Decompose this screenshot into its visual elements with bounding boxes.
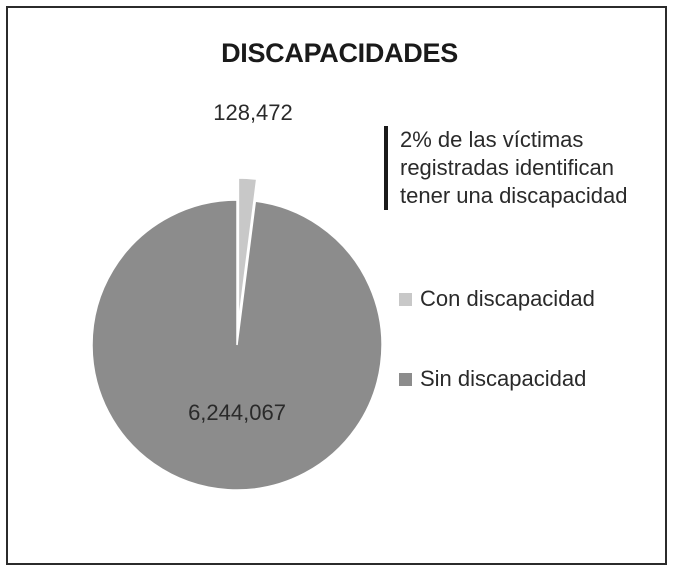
legend-swatch-sin-discapacidad: [399, 372, 412, 386]
annotation-line-3: tener una discapacidad: [400, 183, 628, 208]
legend-label-con-discapacidad: Con discapacidad: [420, 286, 595, 311]
legend-item-con-discapacidad: Con discapacidad: [399, 286, 595, 312]
pie-slice-sin-discapacidad: [91, 199, 383, 491]
legend-swatch-con-discapacidad: [399, 292, 412, 306]
data-label-sin-discapacidad: 6,244,067: [188, 400, 286, 425]
pie-slice-con-discapacidad: [237, 177, 258, 324]
data-label-con-discapacidad: 128,472: [213, 100, 293, 125]
annotation-line-2: registradas identifican: [400, 155, 615, 180]
legend-label-sin-discapacidad: Sin discapacidad: [420, 366, 587, 391]
chart-title: DISCAPACIDADES: [221, 38, 458, 68]
annotation-line-1: 2% de las víctimas: [400, 127, 584, 152]
legend-item-sin-discapacidad: Sin discapacidad: [399, 366, 586, 392]
annotation-note: 2% de las víctimas registradas identific…: [384, 126, 660, 210]
